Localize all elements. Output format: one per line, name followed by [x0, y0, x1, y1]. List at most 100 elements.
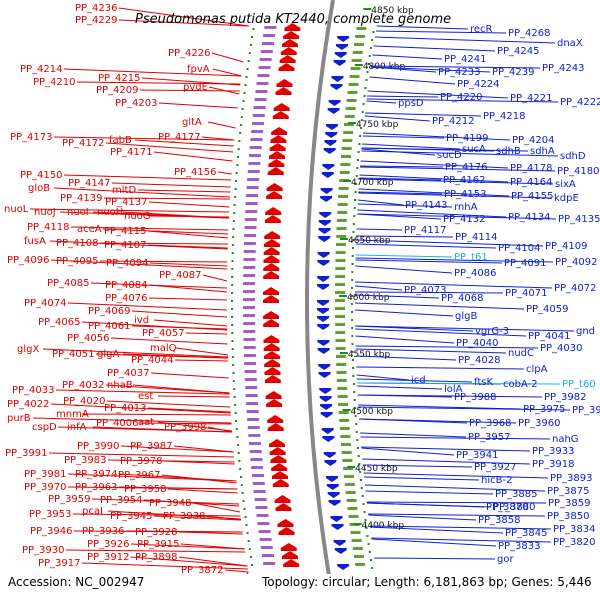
gene-label[interactable]: PP_4147	[68, 178, 111, 189]
gene-label[interactable]: PP_3898	[135, 552, 178, 563]
gene-label[interactable]: PP_3953	[29, 509, 72, 520]
gene-label[interactable]: nuoI	[67, 207, 89, 218]
gene-label[interactable]: PP_4109	[545, 241, 588, 252]
gene-label[interactable]: PP_3970	[24, 482, 67, 493]
gene-label[interactable]: PP_3960	[518, 418, 561, 429]
gene-label[interactable]: PP_4061	[88, 321, 131, 332]
gene-label[interactable]: PP_4037	[107, 368, 150, 379]
gene-label[interactable]: PP_3926	[87, 539, 130, 550]
gene-label[interactable]: ppsD	[398, 98, 424, 109]
gene-label[interactable]: PP_4033	[12, 385, 55, 396]
gene-label[interactable]: PP_4072	[554, 283, 597, 294]
gene-label[interactable]: sucD	[437, 150, 462, 161]
gene-label[interactable]: PP_4155	[511, 191, 554, 202]
gene-label[interactable]: PP_4177	[158, 132, 201, 143]
gene-label[interactable]: PP_3978	[120, 456, 163, 467]
gene-label[interactable]: sixA	[555, 179, 576, 190]
gene-label[interactable]: ivd	[134, 315, 149, 326]
gene-label[interactable]: PP_4218	[483, 111, 526, 122]
gene-label[interactable]: PP_4241	[444, 54, 487, 65]
gene-label[interactable]: PP_4156	[174, 167, 217, 178]
gene-label[interactable]: PP_4203	[115, 98, 158, 109]
gene-label[interactable]: PP_3927	[474, 462, 517, 473]
gene-label[interactable]: PP_3870	[486, 502, 529, 513]
gene-label[interactable]: PP_4114	[455, 232, 498, 243]
gene-label[interactable]: sucA	[462, 144, 486, 155]
gene-label[interactable]: PP_3930	[22, 545, 65, 556]
gene-label[interactable]: purB	[7, 413, 31, 424]
gene-label[interactable]: PP_3963	[75, 482, 118, 493]
gene-label[interactable]: PP_3958	[124, 484, 167, 495]
gene-label[interactable]: PP_4134	[508, 212, 551, 223]
gene-label[interactable]: PP_3968	[469, 418, 512, 429]
gene-label[interactable]: PP_4139	[60, 193, 103, 204]
gene-label[interactable]: PP_4118	[27, 222, 70, 233]
gene-label[interactable]: PP_4199	[446, 133, 489, 144]
gene-label[interactable]: PP_3959	[48, 494, 91, 505]
gene-label[interactable]: PP_4268	[508, 28, 551, 39]
gene-label[interactable]: gltA	[182, 117, 202, 128]
gene-label[interactable]: PP_4041	[528, 331, 571, 342]
gene-label[interactable]: PP_3872	[181, 565, 224, 576]
gene-label[interactable]: PP_3965	[572, 405, 600, 416]
gene-label[interactable]: PP_3982	[544, 392, 587, 403]
gene-label[interactable]: PP_3936	[82, 526, 125, 537]
gene-label[interactable]: PP_3912	[87, 552, 130, 563]
gene-label[interactable]: PP_4032	[62, 380, 105, 391]
gene-label[interactable]: PP_4164	[510, 177, 553, 188]
gene-label[interactable]: PP_4229	[75, 15, 118, 26]
gene-label[interactable]: PP_3974	[75, 469, 118, 480]
gene-label[interactable]: PP_4245	[497, 46, 540, 57]
gene-label[interactable]: nahG	[552, 434, 579, 445]
gene-label[interactable]: nuoH	[97, 207, 123, 218]
gene-label[interactable]: lolA	[444, 384, 463, 395]
gene-label[interactable]: PP_4233	[438, 67, 481, 78]
gene-label[interactable]: PP_3990	[77, 441, 120, 452]
gene-label[interactable]: dnaX	[557, 38, 583, 49]
gene-label[interactable]: PP_3938	[163, 511, 206, 522]
gene-label[interactable]: icd	[411, 375, 426, 386]
gene-label[interactable]: PP_4074	[24, 298, 67, 309]
gene-label[interactable]: PP_4073	[404, 285, 447, 296]
gene-label[interactable]: malQ	[150, 343, 177, 354]
gene-label[interactable]: gor	[497, 554, 514, 565]
gene-label[interactable]: PP_4030	[540, 343, 583, 354]
gene-label[interactable]: PP_3917	[38, 558, 81, 569]
gene-label[interactable]: rnhA	[454, 202, 478, 213]
gene-label[interactable]: mltD	[112, 185, 136, 196]
gene-label[interactable]: ftsK	[474, 377, 493, 388]
gene-label[interactable]: PP_3954	[100, 495, 143, 506]
gene-label[interactable]: PP_4092	[555, 257, 598, 268]
gene-label[interactable]: PP_3893	[550, 473, 593, 484]
gene-label[interactable]: PP_3928	[135, 527, 178, 538]
gene-label[interactable]: glgX	[17, 344, 39, 355]
gene-label[interactable]: PP_3946	[30, 526, 73, 537]
gene-label[interactable]: aceA	[77, 224, 102, 235]
gene-label[interactable]: glgA	[97, 349, 119, 360]
gene-label[interactable]: fpvA	[187, 64, 210, 75]
gene-label[interactable]: PP_t60	[562, 379, 596, 390]
gene-label[interactable]: PP_3988	[454, 392, 497, 403]
gene-label[interactable]: PP_4094	[106, 258, 149, 269]
gene-label[interactable]: mnmA	[56, 409, 89, 420]
gene-label[interactable]: PP_4243	[542, 63, 585, 74]
gene-label[interactable]: nhaB	[107, 380, 133, 391]
gene-label[interactable]: PP_4076	[105, 293, 148, 304]
gene-label[interactable]: PP_4172	[62, 138, 105, 149]
gene-label[interactable]: gnd	[576, 326, 595, 337]
gene-label[interactable]: PP_3998	[164, 422, 207, 433]
gene-label[interactable]: PP_3885	[495, 489, 538, 500]
gene-label[interactable]: PP_3845	[505, 528, 548, 539]
gene-label[interactable]: cobA-2	[503, 379, 538, 390]
gene-label[interactable]: PP_4006	[96, 418, 139, 429]
gene-label[interactable]: PP_4068	[441, 293, 484, 304]
gene-label[interactable]: PP_4104	[498, 243, 541, 254]
gene-label[interactable]: PP_3915	[137, 539, 180, 550]
gene-label[interactable]: sdhD	[560, 151, 586, 162]
gene-label[interactable]: PP_4069	[88, 306, 131, 317]
gene-label[interactable]: PP_t61	[454, 252, 488, 263]
gene-label[interactable]: PP_4180	[557, 166, 600, 177]
gene-label[interactable]: PP_4091	[504, 258, 547, 269]
gene-label[interactable]: PP_3981	[24, 469, 67, 480]
gene-label[interactable]: est	[138, 391, 153, 402]
